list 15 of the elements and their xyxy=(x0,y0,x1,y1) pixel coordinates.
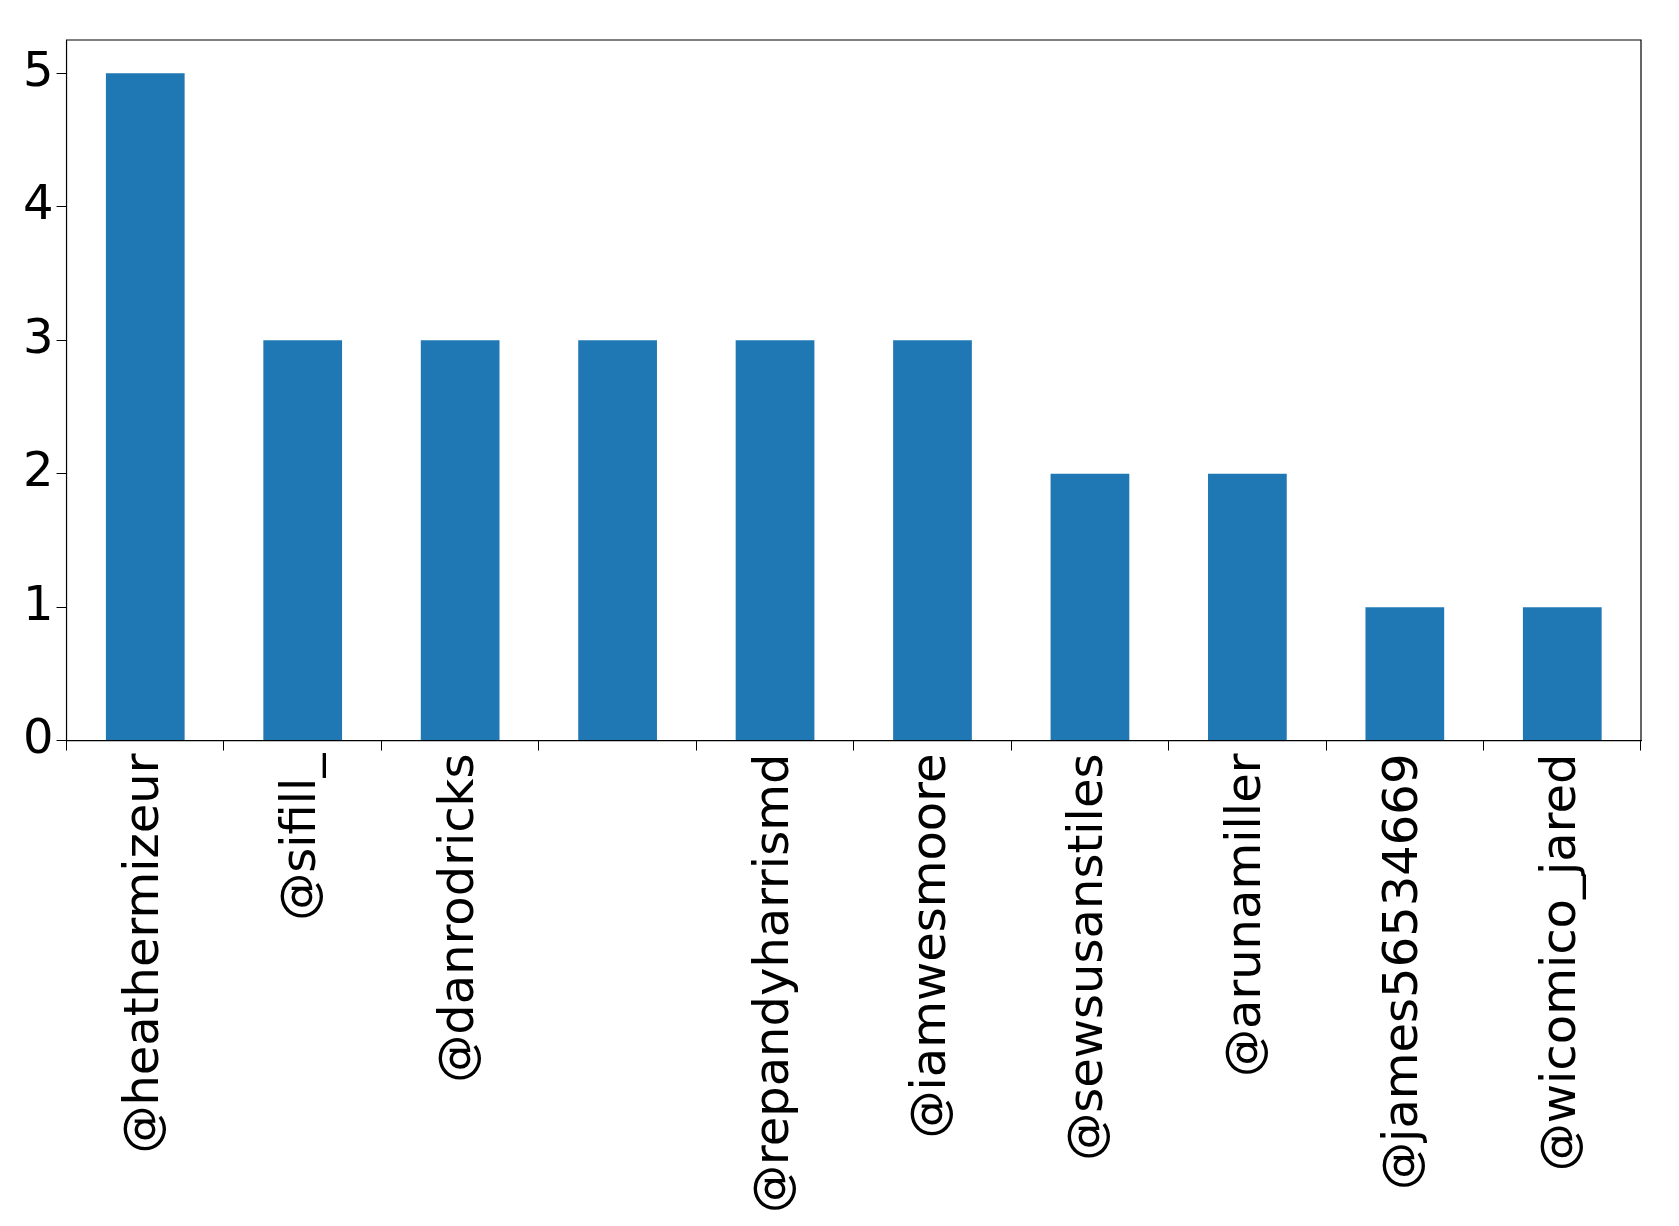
y-tick-label: 2 xyxy=(22,441,54,498)
y-tick-label: 5 xyxy=(22,40,54,97)
x-tick-label: @james56534669 xyxy=(1372,753,1429,1190)
y-tick-label: 0 xyxy=(22,708,54,765)
x-tick-label: @sewsusanstiles xyxy=(1057,753,1114,1161)
x-tick-label: @arunamiller xyxy=(1214,753,1271,1078)
x-tick-label: @iamwesmoore xyxy=(899,753,956,1139)
y-tick-label: 4 xyxy=(22,174,54,231)
x-tick-label: @danrodricks xyxy=(427,753,484,1083)
x-tick-label: @repandyharrismd xyxy=(742,753,799,1213)
x-tick-label: @wicomico_jared xyxy=(1529,753,1586,1172)
x-tick-label: @sifill_ xyxy=(270,752,327,921)
y-tick-label: 1 xyxy=(22,574,54,631)
y-tick-label: 3 xyxy=(22,307,54,364)
x-tick-label: @heathermizeur xyxy=(112,753,169,1154)
